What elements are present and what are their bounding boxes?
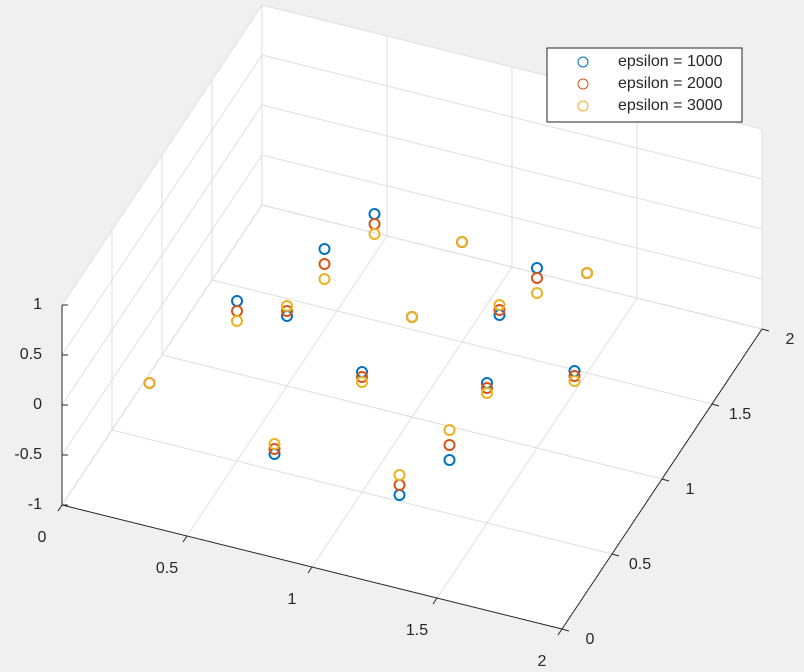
grid-line	[61, 54, 263, 356]
point	[531, 272, 543, 284]
grid-line	[61, 154, 263, 456]
legend: epsilon = 1000 epsilon = 2000 epsilon = 30…	[546, 47, 743, 123]
point	[356, 376, 368, 388]
legend-label: epsilon = 1000	[618, 53, 723, 70]
z-tick-label: 1	[33, 296, 42, 313]
plot-area	[62, 5, 762, 629]
point	[493, 299, 506, 311]
grid-line	[261, 54, 763, 180]
y-tick	[711, 403, 720, 407]
point	[231, 315, 243, 327]
y-tick	[661, 478, 670, 482]
point	[481, 387, 493, 399]
x-tick	[57, 504, 63, 512]
point	[443, 454, 456, 466]
point	[568, 370, 581, 382]
grid-line	[61, 204, 263, 506]
z-tick-label: -0.5	[14, 446, 42, 463]
grid-line	[261, 104, 763, 230]
y-tick-label: 1.5	[729, 406, 751, 423]
point	[406, 311, 418, 323]
point	[443, 424, 456, 436]
grid-line	[61, 104, 263, 406]
point	[443, 439, 456, 451]
x-tick-label: 1	[288, 591, 297, 608]
point	[581, 267, 593, 279]
x-tick	[307, 566, 313, 574]
legend-label: epsilon = 2000	[618, 75, 723, 92]
point	[318, 258, 331, 270]
y-tick-label: 0	[586, 631, 595, 648]
grid-line	[261, 204, 763, 330]
y-tick	[761, 328, 770, 332]
z-tick-label: -1	[28, 496, 42, 513]
legend-marker	[577, 78, 589, 90]
point	[568, 375, 581, 387]
x-tick-label: 2	[538, 653, 547, 670]
point	[281, 305, 293, 317]
x-tick	[432, 597, 438, 605]
legend-marker	[577, 100, 589, 112]
x-tick-label: 0.5	[156, 560, 178, 577]
point	[531, 287, 543, 299]
z-tick-label: 0.5	[20, 346, 42, 363]
point	[268, 438, 281, 450]
point	[318, 273, 331, 285]
grid-line	[111, 429, 613, 555]
x-tick-label: 1.5	[406, 622, 428, 639]
y-tick-label: 0.5	[629, 556, 651, 573]
y-tick	[561, 628, 570, 632]
y-tick	[611, 553, 620, 557]
grid-line	[211, 279, 713, 405]
legend-label: epsilon = 3000	[618, 97, 723, 114]
grid-line	[161, 354, 663, 480]
point	[493, 304, 506, 316]
x-tick-label: 0	[38, 529, 47, 546]
y-tick-label: 2	[786, 331, 795, 348]
x-tick	[182, 535, 188, 543]
point	[456, 236, 468, 248]
grid-line	[261, 154, 763, 280]
point	[281, 300, 293, 312]
point	[143, 377, 156, 389]
y-tick-label: 1	[686, 481, 695, 498]
grid-line	[61, 4, 263, 306]
point	[481, 382, 493, 394]
point	[318, 243, 331, 255]
x-tick	[557, 628, 563, 636]
point	[356, 371, 368, 383]
point	[368, 228, 381, 240]
point	[393, 469, 406, 481]
z-tick-label: 0	[33, 396, 42, 413]
legend-marker	[577, 56, 589, 68]
point	[268, 443, 281, 455]
